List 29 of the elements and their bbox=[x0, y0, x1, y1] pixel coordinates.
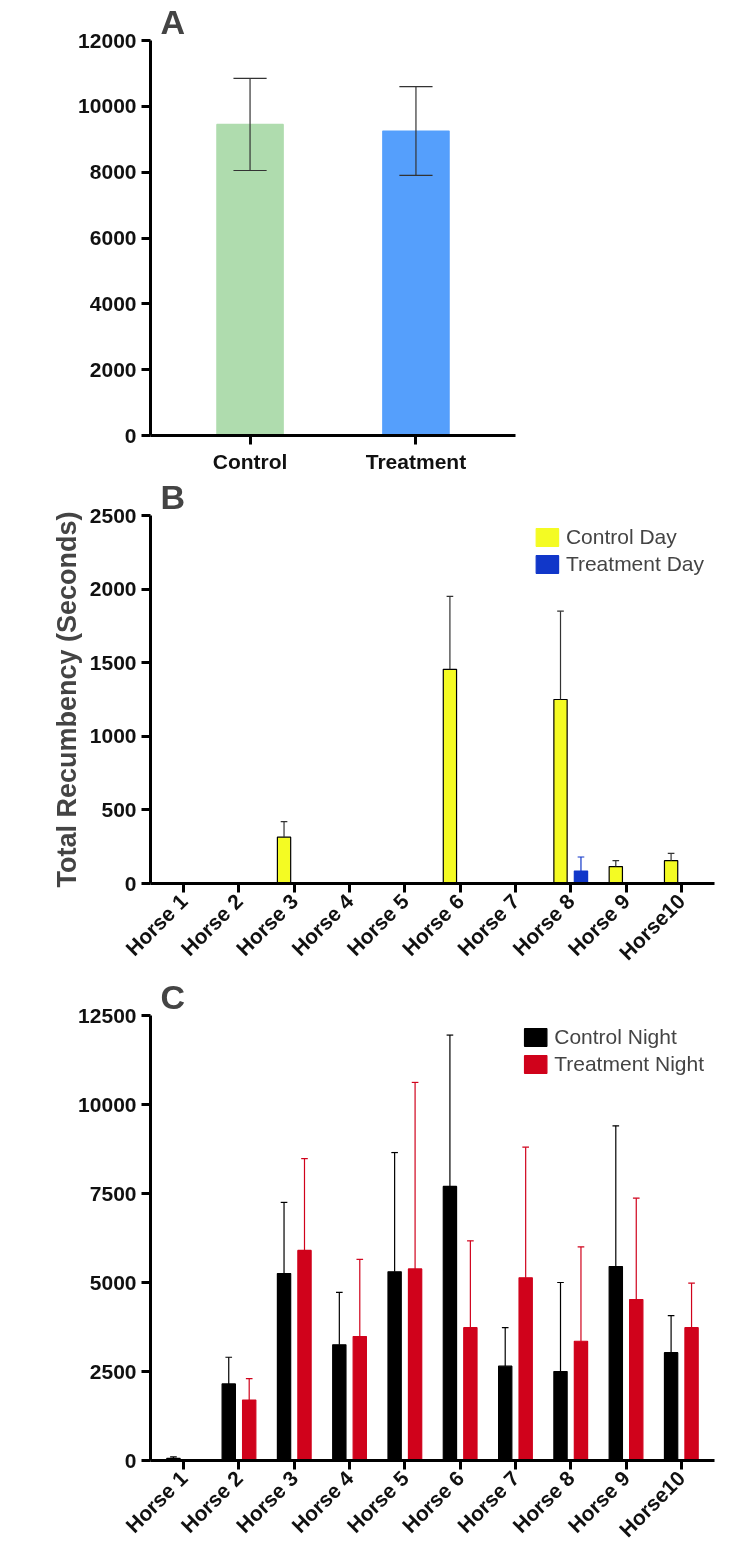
y-tick-label: 0 bbox=[124, 871, 137, 895]
y-tick-label: 10000 bbox=[78, 94, 137, 118]
y-tick-label: 12500 bbox=[78, 1003, 137, 1027]
y-tick-label: 2500 bbox=[89, 503, 137, 527]
y-tick-label: 12000 bbox=[78, 28, 137, 52]
legend-label: Treatment Day bbox=[565, 552, 704, 576]
legend-label: Treatment Night bbox=[554, 1052, 704, 1076]
y-tick-label: 0 bbox=[124, 423, 137, 447]
y-tick-label: 2500 bbox=[89, 1359, 137, 1383]
y-tick-label: 2000 bbox=[89, 577, 137, 601]
legend-label: Control Day bbox=[565, 525, 677, 549]
y-tick-label: 10000 bbox=[78, 1092, 137, 1116]
chart-title: C bbox=[160, 977, 186, 1016]
y-tick-label: 1000 bbox=[89, 724, 137, 748]
chart-title: A bbox=[160, 2, 186, 41]
y-tick-label: 1500 bbox=[89, 650, 137, 674]
legend-label: Control Night bbox=[554, 1025, 677, 1049]
y-tick-label: 7500 bbox=[89, 1181, 137, 1205]
y-tick-label: 6000 bbox=[89, 226, 137, 249]
y-tick-label: 500 bbox=[101, 797, 137, 821]
x-tick-label: Control bbox=[212, 449, 288, 473]
x-tick-label: Treatment bbox=[365, 449, 467, 473]
y-tick-label: 5000 bbox=[89, 1270, 137, 1294]
y-tick-label: 8000 bbox=[89, 160, 137, 184]
y-tick-label: 0 bbox=[124, 1448, 137, 1472]
y-tick-label: 2000 bbox=[89, 357, 137, 381]
y-tick-label: 4000 bbox=[89, 291, 137, 315]
y-axis-title: Total Recumbency (Seconds) bbox=[51, 511, 82, 888]
chart-title: B bbox=[160, 477, 186, 516]
